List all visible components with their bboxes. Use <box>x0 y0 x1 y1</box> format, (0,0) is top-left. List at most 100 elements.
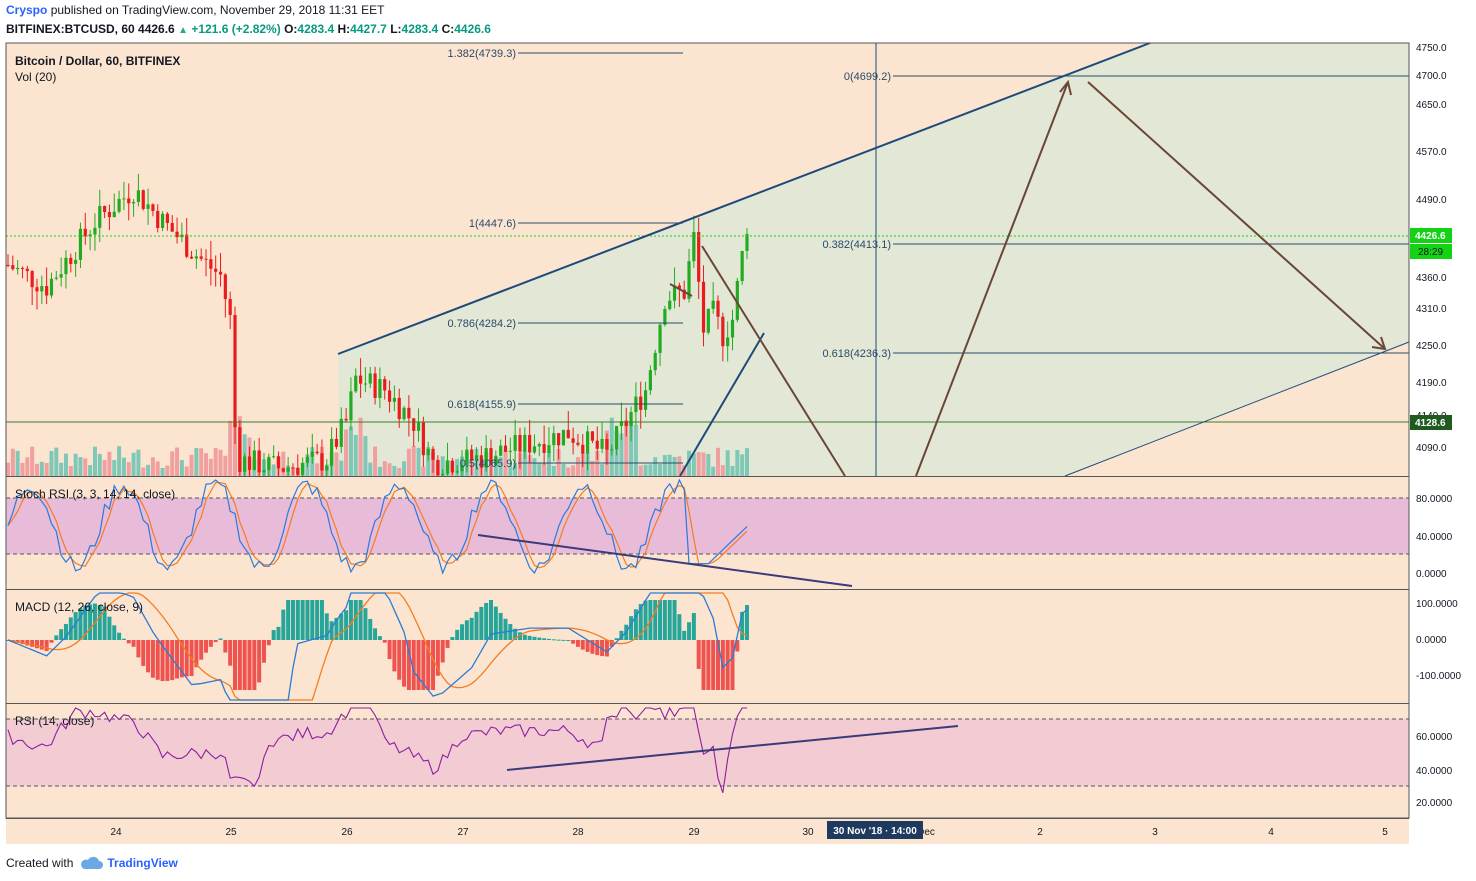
volume-bar <box>740 454 745 476</box>
macd-histogram-bar <box>489 600 493 640</box>
macd-histogram-bar <box>595 640 600 656</box>
macd-histogram-bar <box>580 640 585 650</box>
candle-body <box>209 259 213 269</box>
tradingview-logo[interactable]: TradingView <box>79 856 178 870</box>
rsi-title: RSI (14, close) <box>15 714 94 728</box>
candle-body <box>557 433 561 446</box>
fib-retracement-right[interactable] <box>893 75 1409 354</box>
volume-bar <box>687 450 692 476</box>
candle-body <box>658 324 662 353</box>
macd-histogram-bar <box>165 640 170 681</box>
high-label: H: <box>337 22 351 36</box>
volume-bar <box>744 448 749 476</box>
lower-trendline[interactable] <box>1064 341 1410 477</box>
volume-bar <box>633 424 638 476</box>
rsi-axis[interactable]: 60.0000 40.0000 20.0000 <box>1416 732 1453 809</box>
macd-histogram-bar <box>194 640 199 668</box>
macd-histogram-bar <box>662 600 667 640</box>
stoch-divergence-line[interactable] <box>477 534 853 587</box>
short-support-line[interactable] <box>679 332 765 477</box>
upper-trendline[interactable] <box>337 42 1151 355</box>
cursor-time-text: 30 Nov '18 · 14:00 <box>833 826 917 837</box>
candle-body <box>460 465 464 472</box>
volume-bar <box>233 422 238 476</box>
volume-bar <box>382 461 387 476</box>
author-name[interactable]: Cryspo <box>6 3 48 17</box>
fib-retracement-left[interactable] <box>518 52 683 464</box>
candle-body <box>711 300 715 309</box>
volume-bar <box>117 446 122 476</box>
price-axis[interactable]: 4750.0 4700.0 4650.0 4570.0 4490.0 4360.… <box>1416 43 1447 454</box>
cursor-time-tag <box>827 821 923 839</box>
chart-canvas[interactable]: 1.382(4739.3) 1(4447.6) 0.786(4284.2) 0.… <box>0 0 1476 850</box>
price-tick: 4090.0 <box>1416 443 1447 454</box>
stoch-axis[interactable]: 80.0000 40.0000 0.0000 <box>1416 494 1453 580</box>
candle-body <box>78 228 83 260</box>
volume-bar <box>503 450 508 476</box>
candle-body <box>639 396 643 410</box>
macd-histogram-bar <box>691 612 696 640</box>
macd-histogram-bar <box>392 640 397 672</box>
candle-body <box>98 206 102 228</box>
candle-body <box>286 467 290 472</box>
volume-bar <box>575 457 580 476</box>
macd-histogram-bar <box>575 640 580 647</box>
price-tick: 4490.0 <box>1416 195 1447 206</box>
stoch-d-line <box>7 482 748 569</box>
candle-body <box>416 422 421 431</box>
time-tick: Dec <box>917 827 935 838</box>
macd-histogram-bar <box>39 640 44 650</box>
volume-bar <box>88 465 93 476</box>
candle-body <box>334 438 339 447</box>
time-axis[interactable] <box>6 819 1409 844</box>
low-value: 4283.4 <box>401 22 439 36</box>
macd-histogram-bar <box>426 640 431 690</box>
macd-histogram-bar <box>450 637 455 640</box>
price-tick: 4190.0 <box>1416 378 1447 389</box>
volume-bar <box>339 460 344 476</box>
macd-histogram-bar <box>542 638 547 640</box>
volume-bar <box>590 460 595 476</box>
volume-bar <box>189 454 194 476</box>
stoch-tick: 0.0000 <box>1416 569 1447 580</box>
candle-body <box>576 442 580 445</box>
volume-bar <box>223 455 228 476</box>
volume-bar <box>571 465 576 476</box>
macd-histogram-bar <box>252 640 257 690</box>
candle-body <box>552 433 556 446</box>
support-price-tag-text: 4128.6 <box>1415 418 1446 429</box>
macd-histogram-bar <box>619 630 624 640</box>
volume-bar <box>556 448 561 476</box>
candle-body <box>595 440 599 449</box>
candle-body <box>368 373 372 384</box>
macd-histogram-bar <box>300 600 305 640</box>
macd-histogram-bar <box>44 640 49 651</box>
macd-histogram-bar <box>397 640 402 680</box>
macd-histogram-bar <box>658 600 663 640</box>
volume-bar <box>619 433 624 476</box>
rsi-tick: 60.0000 <box>1416 732 1453 743</box>
volume-bar <box>73 453 78 476</box>
rsi-trendline[interactable] <box>506 725 959 771</box>
rsi-tick: 40.0000 <box>1416 766 1453 777</box>
fib-label-0382: 0.382(4413.1) <box>823 239 892 251</box>
candle-body <box>262 470 266 473</box>
macd-histogram-bar <box>421 640 426 690</box>
candle-body <box>20 267 25 269</box>
candle-body <box>590 431 595 441</box>
fib-label-0618: 0.618(4155.9) <box>448 399 517 411</box>
macd-histogram-bar <box>131 640 136 647</box>
volume-bar <box>25 457 30 476</box>
macd-axis[interactable]: 100.0000 0.0000 -100.0000 <box>1416 599 1461 682</box>
macd-histogram-bar <box>295 600 300 640</box>
candle-body <box>489 448 493 466</box>
candle-body <box>484 448 488 468</box>
projection-path[interactable] <box>669 79 1387 477</box>
macd-histogram-bar <box>184 640 189 677</box>
volume-bar <box>658 464 663 476</box>
volume-bar <box>348 426 353 476</box>
volume-bar <box>78 457 83 476</box>
candle-body <box>40 286 44 292</box>
countdown-tag-text: 28:29 <box>1418 247 1443 258</box>
volume-bar <box>672 456 677 476</box>
